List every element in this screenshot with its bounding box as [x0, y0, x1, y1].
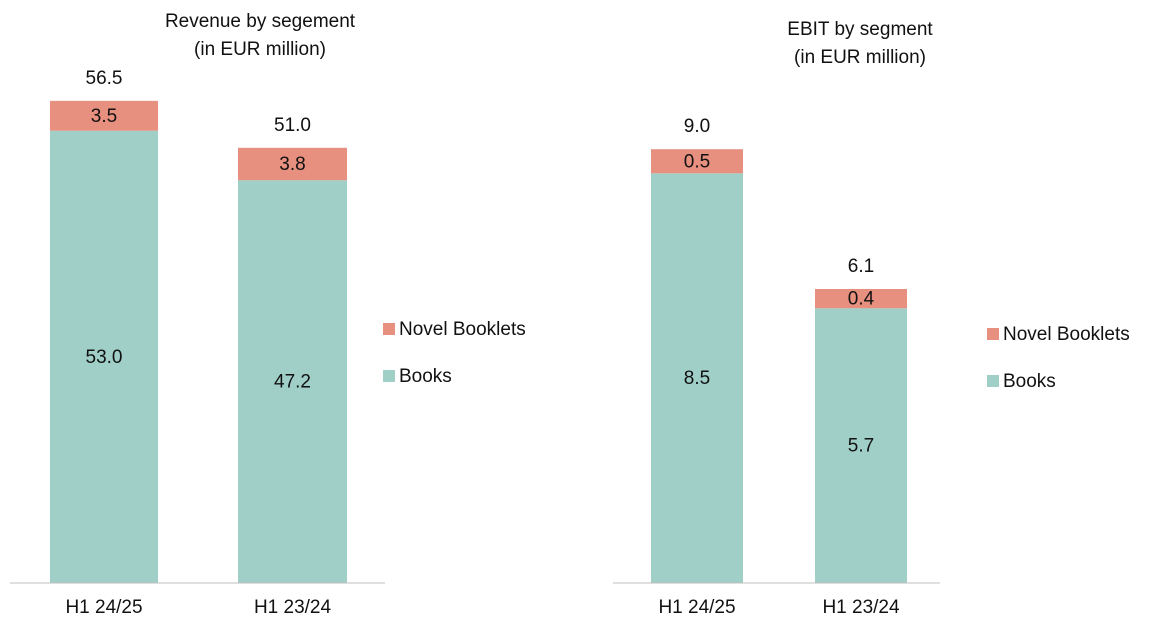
chart-subtitle: (in EUR million)	[794, 47, 926, 68]
bar-segment	[815, 308, 907, 583]
value-label: 3.8	[279, 154, 305, 175]
legend-swatch	[383, 370, 395, 382]
total-label: 6.1	[848, 256, 874, 277]
x-tick-label: H1 24/25	[65, 597, 142, 618]
value-label: 5.7	[848, 436, 874, 457]
value-label: 0.5	[684, 151, 710, 172]
bar-segment	[238, 180, 347, 583]
x-tick-label: H1 23/24	[822, 597, 900, 618]
bar-segment	[815, 288, 907, 309]
legend-swatch	[383, 323, 395, 335]
bar-segment	[50, 100, 158, 131]
legend-label: Books	[1003, 371, 1056, 392]
legend-swatch	[987, 328, 999, 340]
bar-segment	[651, 149, 743, 174]
value-label: 47.2	[274, 372, 311, 393]
bar-segment	[50, 130, 158, 583]
total-label: 51.0	[274, 115, 311, 136]
chart-title: Revenue by segement	[165, 11, 356, 32]
x-tick-label: H1 23/24	[254, 597, 332, 618]
legend-swatch	[987, 375, 999, 387]
chart-title: EBIT by segment	[787, 19, 933, 40]
total-label: 9.0	[684, 116, 710, 137]
total-label: 56.5	[86, 68, 123, 89]
legend-label: Novel Booklets	[1003, 324, 1130, 345]
bar-segment	[651, 173, 743, 584]
legend-label: Novel Booklets	[399, 319, 526, 340]
value-label: 3.5	[91, 106, 117, 127]
bar-segment	[238, 147, 347, 181]
x-tick-label: H1 24/25	[658, 597, 735, 618]
chart-subtitle: (in EUR million)	[194, 39, 326, 60]
legend-label: Books	[399, 366, 452, 387]
value-label: 8.5	[684, 368, 710, 389]
value-label: 53.0	[86, 347, 123, 368]
value-label: 0.4	[848, 289, 875, 310]
